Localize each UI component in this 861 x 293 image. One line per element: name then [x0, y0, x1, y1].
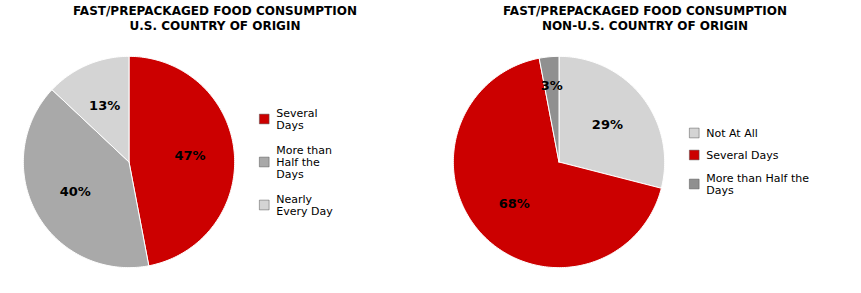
- html-text:FAST/PREPACKAGED FOOD CONSUMPT: FAST/PREPACKAGED FOOD CONSUMPTION: [503, 4, 787, 18]
- svg-text:40%: 40%: [60, 184, 91, 199]
- svg-text:Several Days: Several Days: [706, 149, 779, 162]
- svg-text:29%: 29%: [592, 117, 623, 132]
- html-text:NON-U.S. COUNTRY OF ORIGIN: NON-U.S. COUNTRY OF ORIGIN: [541, 19, 749, 33]
- svg-text:47%: 47%: [174, 148, 205, 163]
- svg-text:Not At All: Not At All: [706, 127, 758, 140]
- html-text:FAST/PREPACKAGED FOOD CONSUMPT: FAST/PREPACKAGED FOOD CONSUMPTION: [73, 4, 357, 18]
- svg-text:3%: 3%: [541, 78, 563, 93]
- svg-text:NearlyEvery Day: NearlyEvery Day: [276, 193, 333, 218]
- html-text:U.S. COUNTRY OF ORIGIN: U.S. COUNTRY OF ORIGIN: [129, 19, 301, 33]
- svg-text:13%: 13%: [89, 98, 120, 113]
- svg-text:More thanHalf theDays: More thanHalf theDays: [276, 144, 332, 181]
- svg-text:SeveralDays: SeveralDays: [276, 107, 317, 132]
- svg-text:More than Half theDays: More than Half theDays: [706, 172, 809, 197]
- svg-text:68%: 68%: [499, 196, 530, 211]
